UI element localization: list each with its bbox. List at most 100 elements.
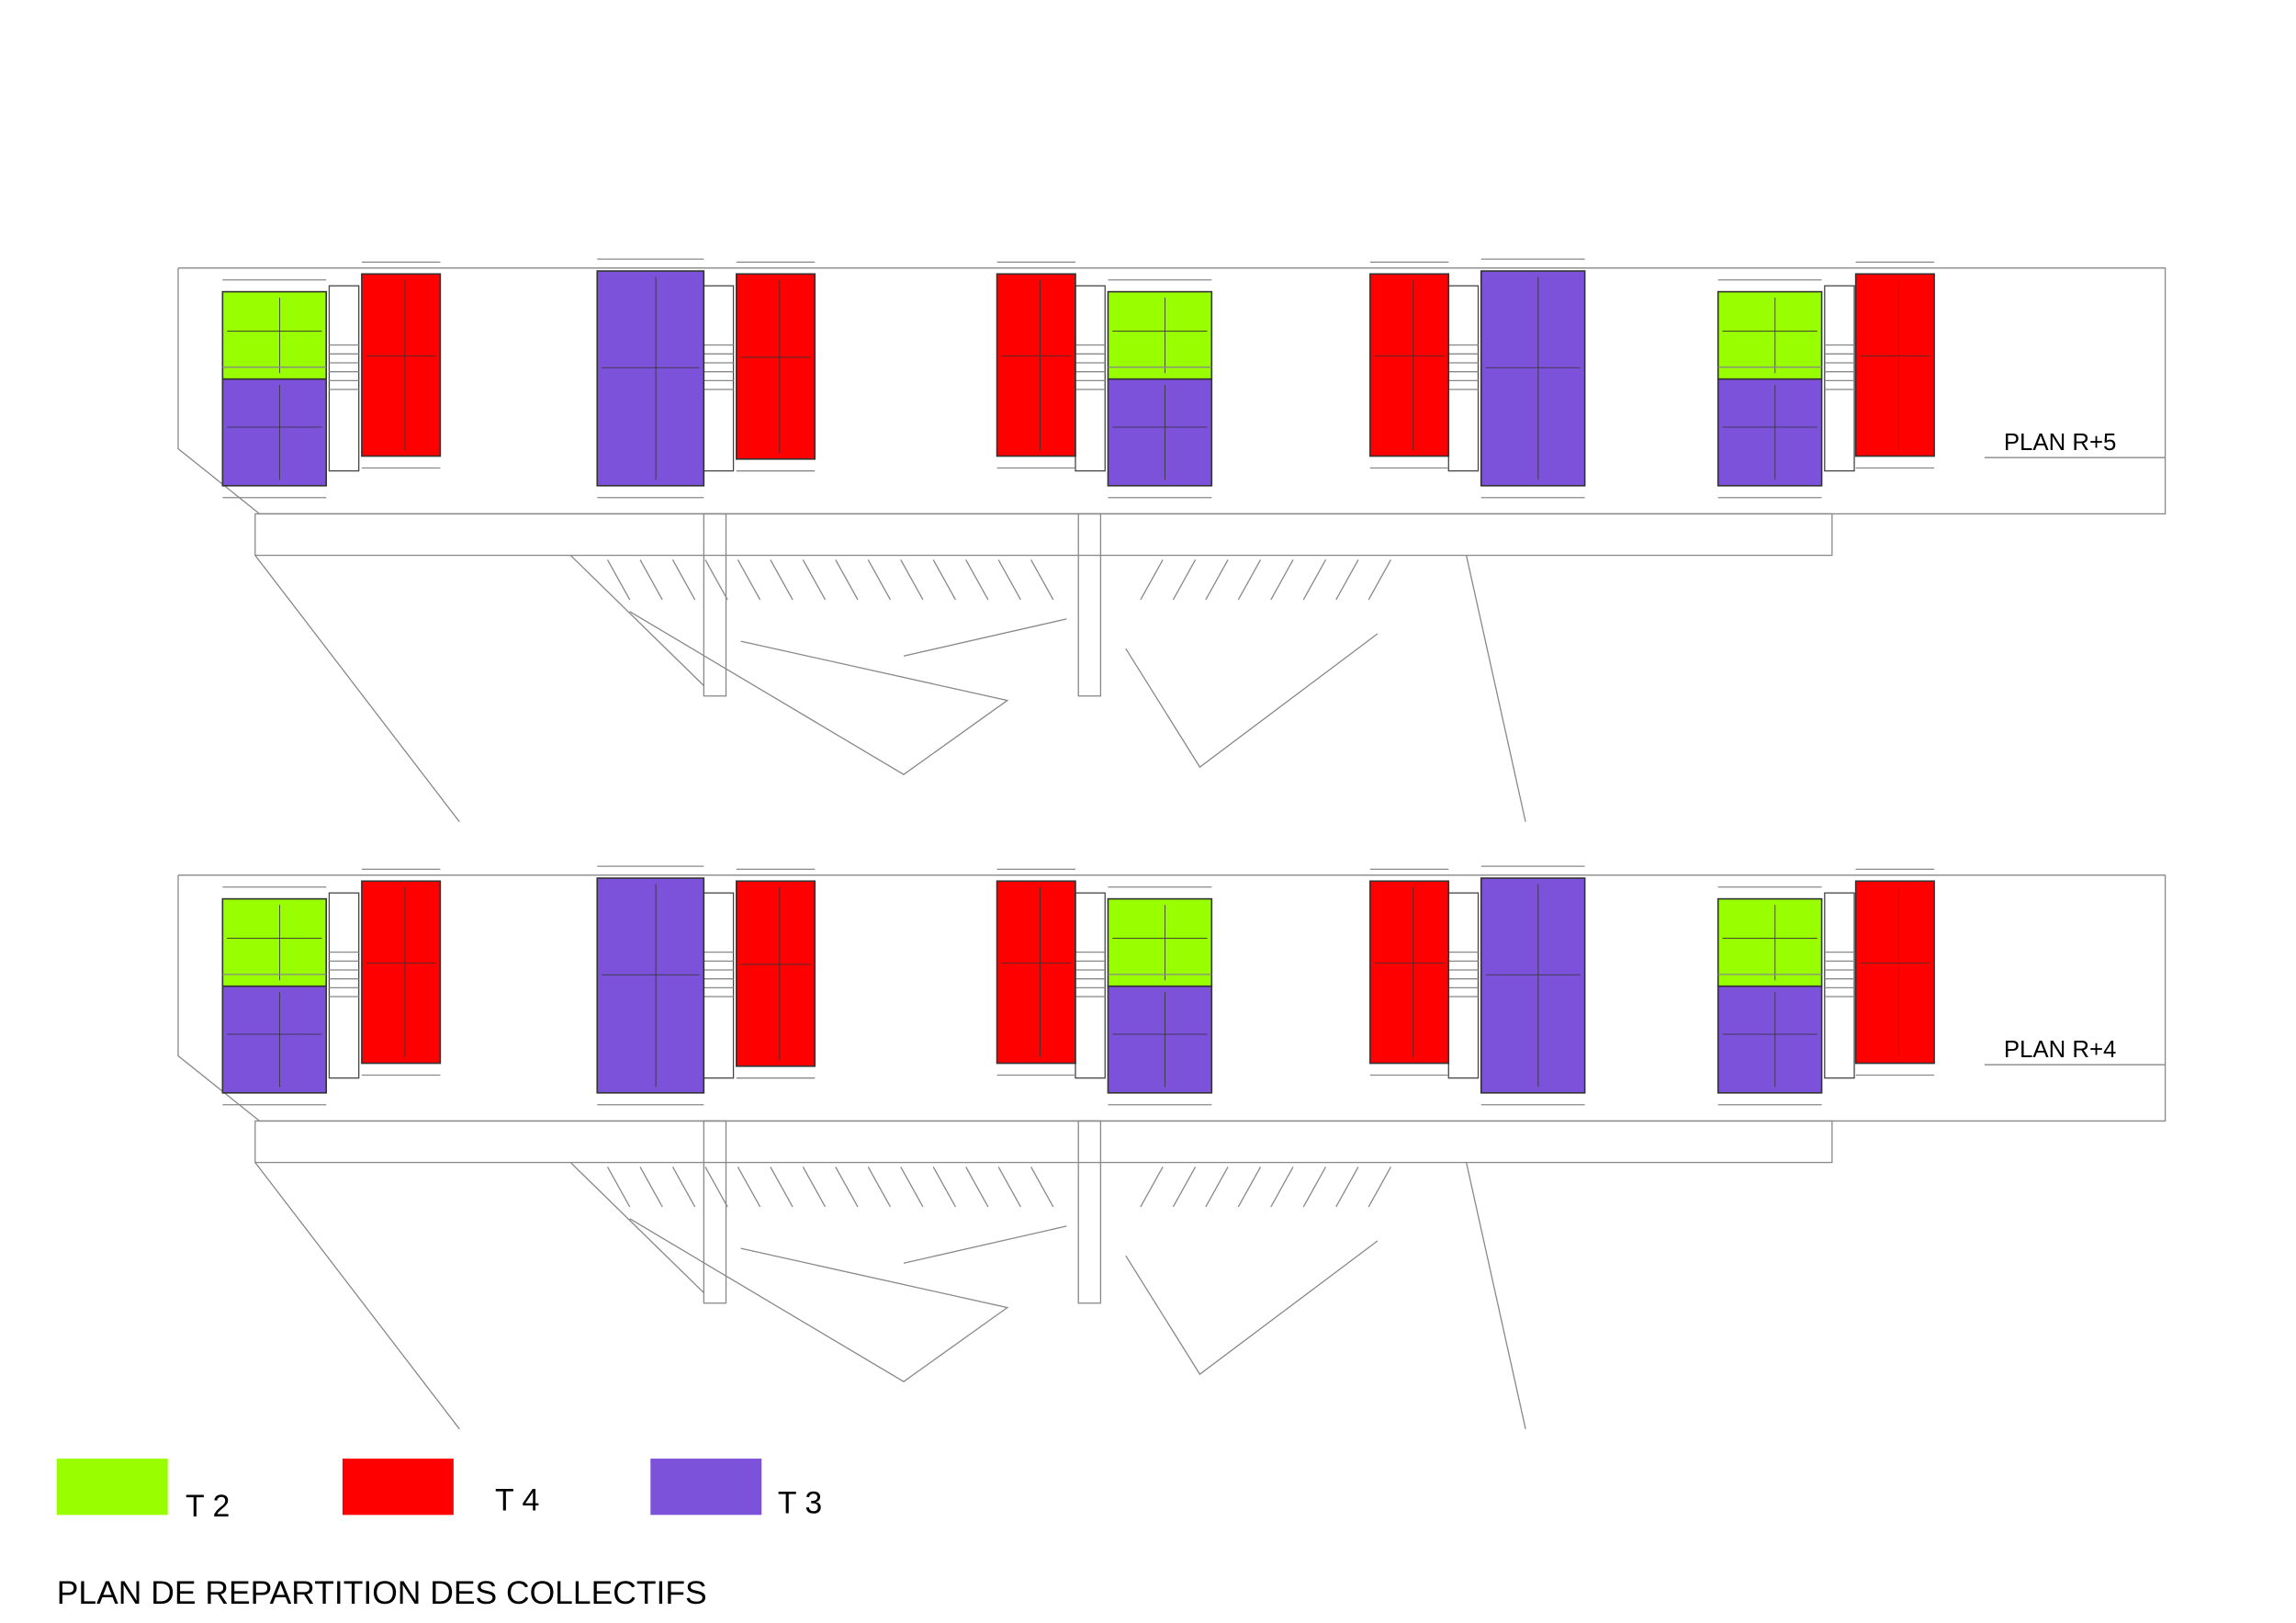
apartment xyxy=(1369,273,1450,457)
apartment xyxy=(596,270,705,487)
parking-stroke xyxy=(835,1167,859,1208)
stair-core xyxy=(703,892,735,1079)
parking-stroke xyxy=(1237,559,1262,601)
column xyxy=(703,1120,727,1304)
parking-stroke xyxy=(1237,1167,1262,1208)
terrace xyxy=(254,513,1833,557)
apartment xyxy=(1107,897,1213,987)
stair-core xyxy=(328,285,360,472)
apartment xyxy=(221,897,328,987)
parking-stroke xyxy=(1140,1167,1164,1208)
legend-swatch xyxy=(342,1459,454,1516)
apartment xyxy=(1716,985,1823,1094)
parking-stroke xyxy=(900,559,924,601)
parking-stroke xyxy=(671,559,696,601)
stair-core xyxy=(703,285,735,472)
parking-stroke xyxy=(932,1167,956,1208)
parking-stroke xyxy=(965,1167,989,1208)
parking-stroke xyxy=(1030,1167,1054,1208)
apartment xyxy=(361,273,442,457)
plan-label: PLAN R+5 xyxy=(2004,430,2117,456)
parking-stroke xyxy=(1367,559,1391,601)
stair-core xyxy=(1075,285,1106,472)
stair-core xyxy=(1447,892,1480,1079)
legend-label: T 3 xyxy=(778,1486,822,1521)
apartment xyxy=(1107,378,1213,487)
stair-core xyxy=(1075,892,1106,1079)
parking-stroke xyxy=(997,1167,1021,1208)
parking-stroke xyxy=(1270,1167,1294,1208)
parking-stroke xyxy=(1335,1167,1359,1208)
apartment xyxy=(361,880,442,1065)
apartment xyxy=(1716,897,1823,987)
apartment xyxy=(1107,985,1213,1094)
plan-label: PLAN R+4 xyxy=(2004,1037,2117,1063)
parking-stroke xyxy=(704,559,728,601)
parking-stroke xyxy=(1270,559,1294,601)
parking-stroke xyxy=(1302,559,1327,601)
stair-core xyxy=(1824,285,1855,472)
legend-swatch xyxy=(650,1459,762,1516)
parking-stroke xyxy=(997,559,1021,601)
parking-stroke xyxy=(802,559,827,601)
apartment xyxy=(1480,877,1586,1094)
parking-stroke xyxy=(770,559,793,601)
parking-stroke xyxy=(1140,559,1164,601)
legend-label: T 4 xyxy=(495,1482,539,1517)
parking-stroke xyxy=(900,1167,924,1208)
parking-stroke xyxy=(1335,559,1359,601)
apartment xyxy=(221,290,328,380)
site-lines xyxy=(254,1162,1526,1430)
apartment xyxy=(1854,273,1935,457)
parking-stroke xyxy=(737,559,761,601)
apartment xyxy=(735,273,816,460)
apartment xyxy=(1854,880,1935,1065)
parking-stroke xyxy=(802,1167,827,1208)
parking-stroke xyxy=(770,1167,793,1208)
parking-stroke xyxy=(606,559,631,601)
apartment xyxy=(221,378,328,487)
column xyxy=(703,513,727,697)
stair-core xyxy=(1824,892,1855,1079)
apartment xyxy=(596,877,705,1094)
parking-stroke xyxy=(1205,559,1229,601)
parking-stroke xyxy=(1367,1167,1391,1208)
legend-label: T 2 xyxy=(186,1489,230,1524)
parking-stroke xyxy=(1302,1167,1327,1208)
column xyxy=(1077,513,1102,697)
parking-stroke xyxy=(965,559,989,601)
parking-stroke xyxy=(639,559,663,601)
apartment xyxy=(1369,880,1450,1065)
terrace xyxy=(254,1120,1833,1164)
parking-stroke xyxy=(835,559,859,601)
parking-stroke xyxy=(737,1167,761,1208)
stair-core xyxy=(1447,285,1480,472)
apartment xyxy=(996,880,1076,1065)
site-lines xyxy=(254,555,1526,823)
apartment xyxy=(1480,270,1586,487)
apartment xyxy=(996,273,1076,457)
apartment xyxy=(735,880,816,1067)
parking-stroke xyxy=(639,1167,663,1208)
sheet-title: PLAN DE REPARTITION DES COLLECTIFS xyxy=(57,1574,707,1611)
floor-plan: PLAN R+4 xyxy=(177,865,2167,1430)
parking-stroke xyxy=(932,559,956,601)
parking-stroke xyxy=(867,559,892,601)
parking-stroke xyxy=(1030,559,1054,601)
parking-stroke xyxy=(867,1167,892,1208)
stair-core xyxy=(328,892,360,1079)
floor-plan: PLAN R+5 xyxy=(177,258,2167,823)
parking-stroke xyxy=(671,1167,696,1208)
apartment xyxy=(1716,290,1823,380)
apartment xyxy=(1716,378,1823,487)
parking-stroke xyxy=(606,1167,631,1208)
parking-stroke xyxy=(1172,559,1197,601)
parking-stroke xyxy=(704,1167,728,1208)
apartment xyxy=(1107,290,1213,380)
parking-stroke xyxy=(1205,1167,1229,1208)
legend-swatch xyxy=(56,1459,168,1516)
parking-stroke xyxy=(1172,1167,1197,1208)
apartment xyxy=(221,985,328,1094)
